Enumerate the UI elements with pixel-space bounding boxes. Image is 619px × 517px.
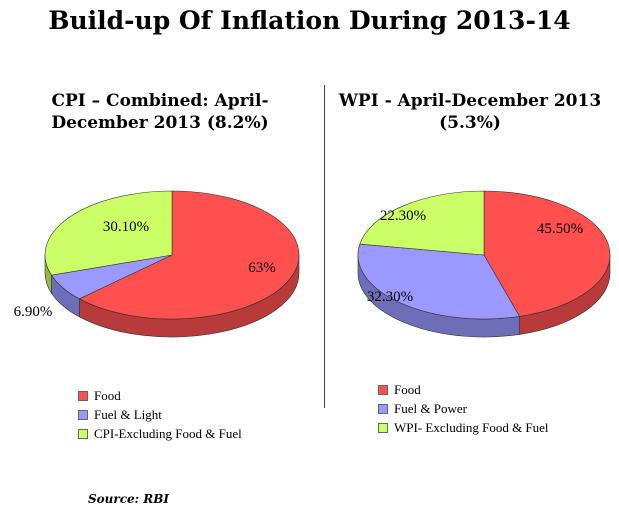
cpi-title-line-1: CPI – Combined: April- — [51, 91, 269, 111]
chart-title: Build-up Of Inflation During 2013-14 — [48, 6, 571, 35]
data-label: 45.50% — [537, 221, 583, 237]
pie-slice — [357, 243, 520, 320]
wpi-title-line-1: WPI - April-December 2013 — [338, 91, 602, 111]
source-note: Source: RBI — [88, 492, 169, 506]
wpi-legend-label-fuel: Fuel & Power — [394, 401, 467, 416]
wpi-pie: 45.50% 32.30% 22.30% — [357, 190, 611, 338]
pie-slice — [359, 190, 485, 256]
data-label: 63% — [248, 260, 276, 276]
wpi-title-line-2: (5.3%) — [439, 113, 501, 133]
chart-divider — [324, 85, 325, 408]
data-label: 22.30% — [380, 208, 426, 224]
cpi-legend-label-fuel: Fuel & Light — [94, 407, 162, 422]
data-label: 6.90% — [14, 304, 53, 320]
cpi-chart-title: CPI – Combined: April- December 2013 (8.… — [30, 90, 290, 134]
wpi-legend-item-food: Food — [378, 380, 549, 399]
fuel-swatch — [78, 409, 88, 420]
data-label: 32.30% — [367, 289, 413, 305]
fuel-swatch — [378, 403, 388, 414]
cpi-legend-label-food: Food — [94, 388, 121, 403]
data-label: 30.10% — [103, 219, 149, 235]
excl-swatch — [78, 428, 88, 439]
wpi-legend-item-excl: WPI- Excluding Food & Fuel — [378, 418, 549, 437]
food-swatch — [378, 384, 388, 395]
cpi-legend-item-excl: CPI-Excluding Food & Fuel — [78, 424, 242, 443]
wpi-legend-label-food: Food — [394, 382, 421, 397]
pie-slice — [483, 190, 611, 317]
food-swatch — [78, 390, 88, 401]
wpi-legend: Food Fuel & Power WPI- Excluding Food & … — [378, 380, 549, 437]
wpi-legend-item-fuel: Fuel & Power — [378, 399, 549, 418]
pie-slice — [44, 190, 173, 276]
cpi-legend-item-food: Food — [78, 386, 242, 405]
wpi-legend-label-excl: WPI- Excluding Food & Fuel — [394, 420, 549, 435]
cpi-legend: Food Fuel & Light CPI-Excluding Food & F… — [78, 386, 242, 443]
cpi-legend-label-excl: CPI-Excluding Food & Fuel — [94, 426, 242, 441]
cpi-legend-item-fuel: Fuel & Light — [78, 405, 242, 424]
wpi-chart-title: WPI - April-December 2013 (5.3%) — [330, 90, 610, 134]
pie-slice — [78, 190, 300, 320]
cpi-title-line-2: December 2013 (8.2%) — [51, 113, 269, 133]
cpi-pie: 63% 6.90% 30.10% — [14, 190, 300, 338]
excl-swatch — [378, 422, 388, 433]
